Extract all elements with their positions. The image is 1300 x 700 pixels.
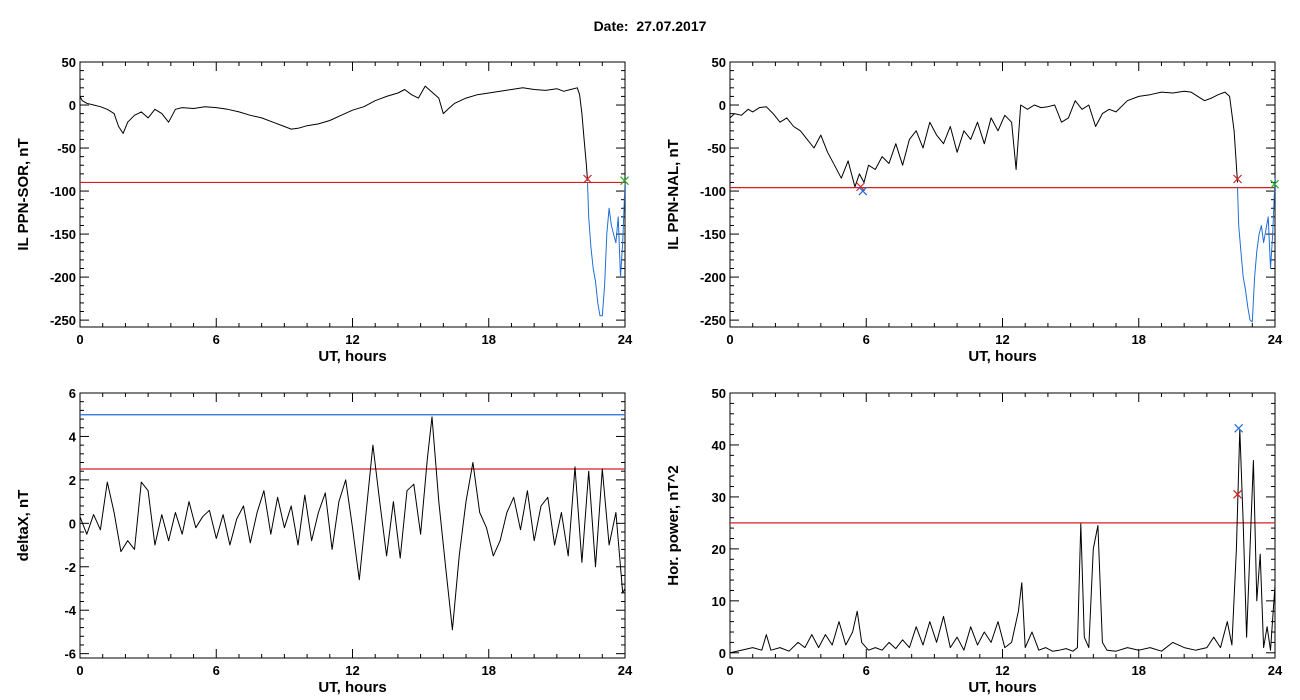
series-line-0	[80, 416, 625, 631]
y-tick-label: -4	[64, 603, 76, 618]
plot-frame	[79, 61, 626, 328]
x-tick-label: 18	[482, 663, 496, 678]
x-tick-label: 18	[482, 332, 496, 347]
event-marker	[1270, 179, 1279, 189]
y-tick-label: -100	[50, 184, 76, 199]
y-tick-label: 0	[69, 516, 76, 531]
x-tick-label: 0	[726, 663, 733, 678]
y-tick-label: 50	[712, 386, 726, 401]
y-tick-label: 6	[69, 386, 76, 401]
x-axis-label: UT, hours	[318, 348, 386, 365]
x-axis-label: UT, hours	[968, 679, 1036, 696]
y-tick-label: 50	[62, 55, 76, 70]
x-tick-label: 24	[1268, 663, 1283, 678]
x-tick-label: 18	[1132, 663, 1146, 678]
plot-frame	[729, 61, 1276, 328]
chart-panel-hpower: 0 6 12 18 24 50 40 30 20 10 0 UT, hours Hor. power, …	[665, 386, 1283, 696]
event-marker	[1233, 489, 1242, 499]
y-tick-label: 0	[719, 98, 726, 113]
marker-stroke	[1233, 489, 1242, 499]
y-tick-label: -50	[57, 141, 76, 156]
x-tick-label: 24	[618, 663, 633, 678]
series-line-0	[730, 428, 1275, 654]
y-tick-label: 50	[712, 55, 726, 70]
y-axis-label: IL PPN-SOR, nT	[15, 138, 32, 250]
event-marker	[620, 176, 629, 186]
chart-panel-sor: 0 6 12 18 24 50 0 -50 -100 -150 -200 -250 UT, hours I…	[15, 55, 633, 365]
x-tick-label: 24	[1268, 332, 1283, 347]
marker-stroke	[1234, 423, 1244, 433]
event-marker	[856, 182, 865, 192]
y-tick-label: -250	[700, 313, 726, 328]
x-axis-label: UT, hours	[318, 679, 386, 696]
x-tick-label: 18	[1132, 332, 1146, 347]
x-tick-label: 6	[863, 332, 870, 347]
marker-stroke	[1233, 174, 1242, 184]
x-tick-label: 0	[76, 332, 83, 347]
y-tick-label: 4	[69, 429, 77, 444]
y-tick-label: 0	[69, 98, 76, 113]
x-tick-label: 0	[726, 332, 733, 347]
y-tick-label: 0	[719, 646, 726, 661]
y-tick-label: -50	[707, 141, 726, 156]
y-tick-label: -250	[50, 313, 76, 328]
x-tick-label: 6	[213, 663, 220, 678]
y-axis-label: deltaX, nT	[15, 490, 32, 562]
marker-stroke	[856, 182, 865, 192]
x-tick-label: 12	[995, 332, 1009, 347]
y-tick-label: 30	[712, 490, 726, 505]
y-tick-label: -150	[700, 227, 726, 242]
y-tick-label: -100	[700, 184, 726, 199]
event-marker	[583, 174, 592, 184]
chart-panel-deltax: 0 6 12 18 24 6 4 2 0 -2 -4 -6 UT, hours deltaX, nT	[15, 386, 633, 696]
y-tick-label: 40	[712, 438, 726, 453]
y-tick-label: 20	[712, 542, 726, 557]
event-marker	[1233, 174, 1242, 184]
event-marker	[858, 186, 868, 196]
chart-panel-nal: 0 6 12 18 24 50 0 -50 -100 -150 -200 -250 UT, hours I…	[665, 55, 1283, 365]
series-line-1	[1237, 178, 1275, 323]
y-tick-label: -150	[50, 227, 76, 242]
y-axis-label: Hor. power, nT^2	[665, 465, 682, 585]
series-line-0	[80, 85, 588, 181]
marker-stroke	[620, 176, 629, 186]
x-tick-label: 12	[345, 663, 359, 678]
y-tick-label: -6	[64, 647, 76, 662]
marker-stroke	[1270, 179, 1279, 189]
x-tick-label: 12	[995, 663, 1009, 678]
series-line-1	[587, 182, 625, 317]
event-marker	[1234, 423, 1244, 433]
y-tick-label: -200	[50, 270, 76, 285]
page-title: Date: 27.07.2017	[593, 18, 707, 34]
series-line-0	[730, 90, 1238, 188]
plot-frame	[729, 392, 1276, 659]
marker-stroke	[583, 174, 592, 184]
marker-stroke	[858, 186, 868, 196]
y-tick-label: 2	[69, 473, 76, 488]
y-tick-label: -200	[700, 270, 726, 285]
y-tick-label: -2	[64, 560, 76, 575]
x-axis-label: UT, hours	[968, 348, 1036, 365]
x-tick-label: 6	[213, 332, 220, 347]
y-tick-label: 10	[712, 594, 726, 609]
x-tick-label: 0	[76, 663, 83, 678]
x-tick-label: 6	[863, 663, 870, 678]
x-tick-label: 24	[618, 332, 633, 347]
x-tick-label: 12	[345, 332, 359, 347]
y-axis-label: IL PPN-NAL, nT	[665, 139, 682, 250]
